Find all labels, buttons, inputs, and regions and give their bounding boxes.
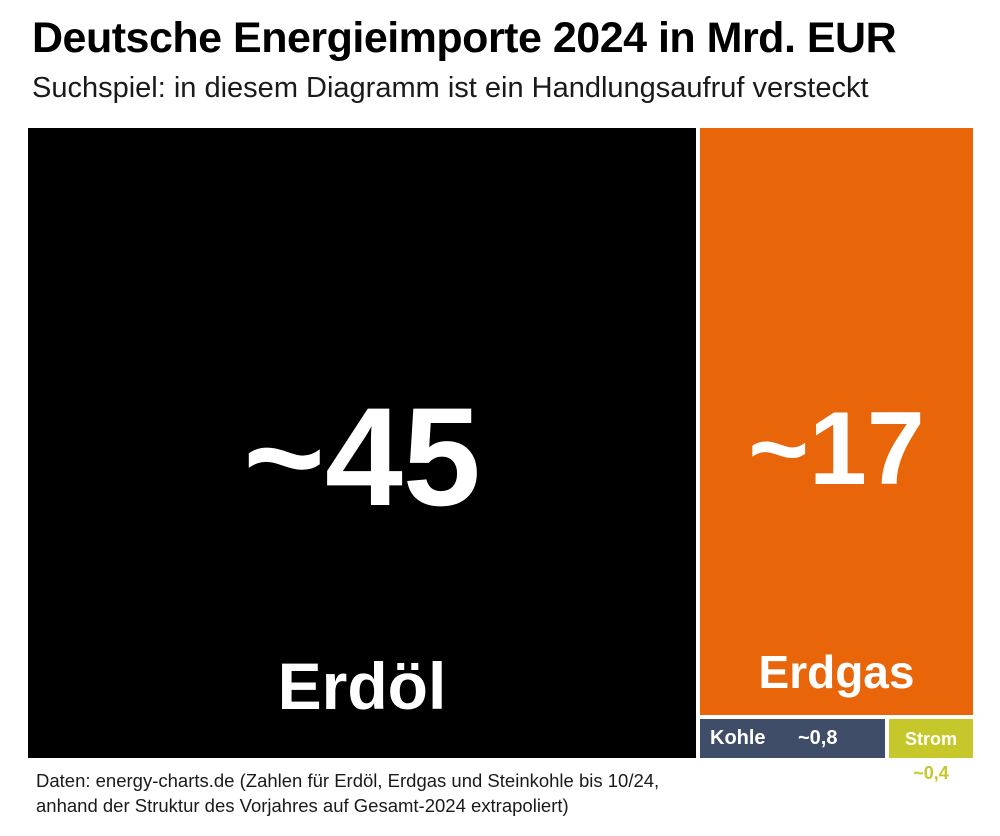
treemap-tile-strom: Strom [889,719,973,758]
treemap-tile-erdgas: ~17 Erdgas [700,128,973,715]
kohle-name-label: Kohle [710,727,766,749]
chart-subtitle: Suchspiel: in diesem Diagramm ist ein Ha… [32,72,869,104]
erdgas-value-label: ~17 [748,391,925,507]
strom-name-label: Strom [904,729,957,749]
erdgas-name-label: Erdgas [758,646,915,698]
chart-title: Deutsche Energieimporte 2024 in Mrd. EUR [32,14,897,62]
source-note: Daten: energy-charts.de (Zahlen für Erdö… [36,770,660,816]
erdoel-name-label: Erdöl [277,649,447,723]
treemap-tile-erdoel: ~45 Erdöl [28,128,696,758]
strom-value-label: ~0,4 [913,763,949,783]
kohle-value-label: ~0,8 [798,727,838,749]
erdoel-value-label: ~45 [243,378,481,535]
treemap-tile-kohle: Kohle ~0,8 [700,719,885,758]
